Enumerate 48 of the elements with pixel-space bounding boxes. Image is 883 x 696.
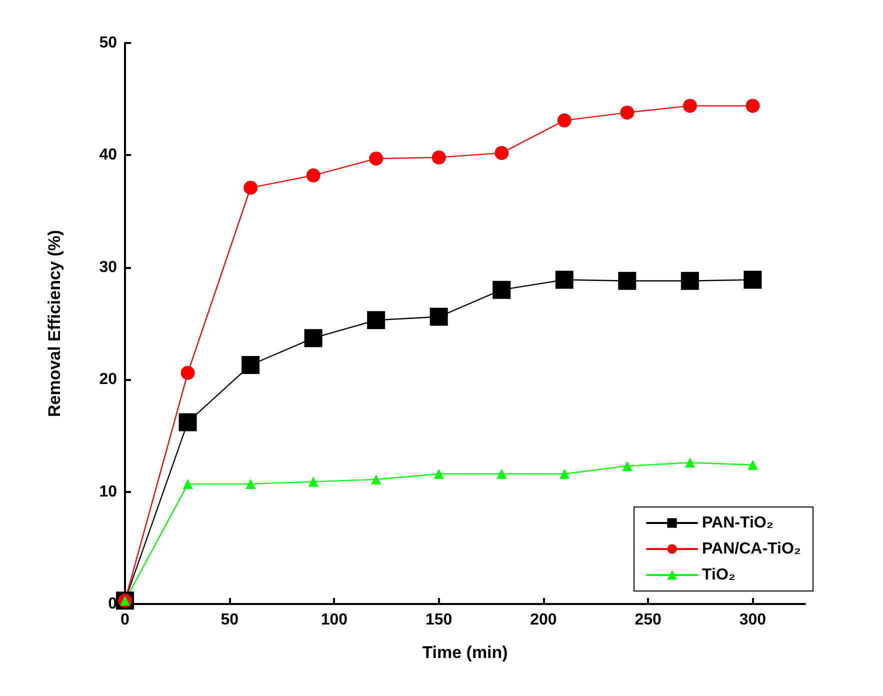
y-tick-label: 0 xyxy=(108,596,118,612)
point xyxy=(182,478,193,489)
legend-label: TiO₂ xyxy=(702,566,736,584)
point xyxy=(244,180,258,195)
y-tick-label: 40 xyxy=(99,146,118,164)
point xyxy=(684,458,695,468)
point xyxy=(306,168,320,182)
point xyxy=(748,460,758,470)
point xyxy=(494,146,509,160)
point xyxy=(555,270,574,289)
x-tick-label: 200 xyxy=(530,612,557,628)
point xyxy=(746,98,760,113)
legend-label: PAN-TiO₂ xyxy=(702,514,774,532)
x-tick-label: 300 xyxy=(739,612,766,628)
point xyxy=(242,356,260,374)
point xyxy=(557,113,572,128)
point xyxy=(369,152,384,166)
point xyxy=(620,106,634,120)
point xyxy=(432,150,446,164)
point xyxy=(622,460,632,471)
point xyxy=(430,308,448,326)
x-tick-label: 50 xyxy=(220,612,239,628)
point xyxy=(178,413,197,432)
point xyxy=(618,272,636,290)
point xyxy=(371,474,382,484)
point xyxy=(682,98,697,113)
x-tick-label: 150 xyxy=(425,612,452,628)
y-tick-label: 50 xyxy=(99,34,118,52)
point xyxy=(180,366,195,380)
point xyxy=(304,329,322,348)
point xyxy=(246,478,256,489)
point xyxy=(434,468,444,479)
x-tick-label: 250 xyxy=(634,612,662,628)
point xyxy=(496,468,507,479)
x-tick-label: 100 xyxy=(320,612,348,628)
legend-label: PAN/CA-TiO₂ xyxy=(702,540,802,558)
point xyxy=(680,272,699,290)
y-tick-label: 10 xyxy=(99,483,118,500)
point xyxy=(492,280,511,299)
y-tick-label: 30 xyxy=(99,258,118,276)
point xyxy=(308,476,318,487)
x-tick-label: 0 xyxy=(120,612,130,628)
y-axis-title: Removal Efficiency (%) xyxy=(45,230,64,418)
point xyxy=(559,468,570,479)
point xyxy=(367,311,386,330)
y-tick-label: 20 xyxy=(99,371,118,388)
x-axis-title: Time (min) xyxy=(422,643,508,662)
point xyxy=(744,270,762,289)
